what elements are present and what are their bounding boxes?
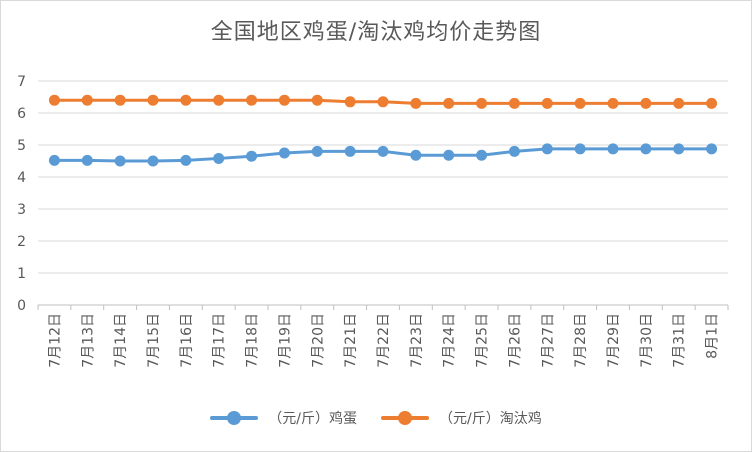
- legend-swatch-culled-hens: [381, 411, 429, 425]
- data-point: [213, 152, 225, 164]
- y-tick-label: 0: [17, 298, 26, 314]
- x-tick-label: 7月30日: [639, 313, 655, 368]
- data-point: [706, 97, 718, 109]
- y-tick-label: 1: [17, 266, 26, 282]
- chart-title: 全国地区鸡蛋/淘汰鸡均价走势图: [210, 20, 542, 45]
- data-point: [311, 145, 323, 157]
- x-tick-label: 7月16日: [179, 313, 195, 368]
- x-tick-label: 7月31日: [672, 313, 688, 368]
- data-point: [706, 143, 718, 155]
- x-tick-label: 8月1日: [705, 313, 721, 359]
- data-point: [48, 94, 60, 106]
- data-point: [147, 155, 159, 167]
- data-point: [344, 145, 356, 157]
- data-point: [81, 154, 93, 166]
- data-point: [147, 94, 159, 106]
- data-point: [114, 155, 126, 167]
- data-point: [640, 143, 652, 155]
- x-tick-label: 7月18日: [245, 313, 261, 368]
- x-tick-label: 7月25日: [475, 313, 491, 368]
- x-tick-label: 7月29日: [606, 313, 622, 368]
- data-point: [410, 149, 422, 161]
- data-point: [410, 97, 422, 109]
- data-point: [640, 97, 652, 109]
- data-point: [246, 150, 258, 162]
- data-point: [476, 149, 488, 161]
- data-point: [311, 94, 323, 106]
- data-point: [278, 94, 290, 106]
- data-point: [607, 97, 619, 109]
- data-point: [673, 97, 685, 109]
- x-tick-label: 7月28日: [573, 313, 589, 368]
- data-point: [574, 143, 586, 155]
- y-tick-label: 7: [17, 74, 26, 90]
- x-tick-label: 7月17日: [212, 313, 228, 368]
- data-point: [508, 145, 520, 157]
- legend: （元/斤）鸡蛋 （元/斤）淘汰鸡: [0, 408, 752, 428]
- data-point: [377, 96, 389, 108]
- data-point: [278, 147, 290, 159]
- data-point: [114, 94, 126, 106]
- data-point: [48, 154, 60, 166]
- data-point: [213, 94, 225, 106]
- x-tick-label: 7月21日: [343, 313, 359, 368]
- legend-swatch-eggs: [210, 411, 259, 425]
- legend-item-eggs: （元/斤）鸡蛋: [210, 408, 357, 428]
- data-point: [180, 154, 192, 166]
- data-point: [541, 97, 553, 109]
- data-point: [443, 97, 455, 109]
- x-tick-label: 7月22日: [376, 313, 392, 368]
- data-point: [673, 143, 685, 155]
- legend-label-culled-hens: （元/斤）淘汰鸡: [439, 411, 542, 427]
- data-point: [508, 97, 520, 109]
- y-tick-label: 3: [17, 202, 26, 218]
- x-tick-label: 7月19日: [277, 313, 293, 368]
- legend-item-culled-hens: （元/斤）淘汰鸡: [381, 408, 542, 428]
- x-tick-label: 7月20日: [310, 313, 326, 368]
- x-tick-label: 7月23日: [409, 313, 425, 368]
- x-tick-label: 7月12日: [47, 313, 63, 368]
- data-point: [344, 96, 356, 108]
- data-point: [607, 143, 619, 155]
- y-tick-label: 5: [17, 138, 26, 154]
- data-point: [180, 94, 192, 106]
- x-tick-label: 7月26日: [507, 313, 523, 368]
- x-tick-label: 7月14日: [113, 313, 129, 368]
- x-tick-label: 7月15日: [146, 313, 162, 368]
- x-tick-label: 7月24日: [442, 313, 458, 368]
- legend-label-eggs: （元/斤）鸡蛋: [268, 411, 357, 427]
- data-point: [574, 97, 586, 109]
- data-point: [443, 149, 455, 161]
- x-tick-label: 7月27日: [540, 313, 556, 368]
- x-tick-label: 7月13日: [80, 313, 96, 368]
- data-point: [476, 97, 488, 109]
- data-point: [246, 94, 258, 106]
- y-tick-label: 4: [17, 170, 26, 186]
- data-point: [541, 143, 553, 155]
- data-point: [377, 145, 389, 157]
- y-tick-label: 2: [17, 234, 26, 250]
- data-point: [81, 94, 93, 106]
- y-tick-label: 6: [17, 106, 26, 122]
